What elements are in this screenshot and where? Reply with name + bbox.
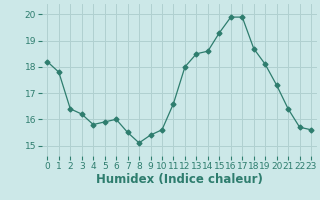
X-axis label: Humidex (Indice chaleur): Humidex (Indice chaleur) [96,173,263,186]
